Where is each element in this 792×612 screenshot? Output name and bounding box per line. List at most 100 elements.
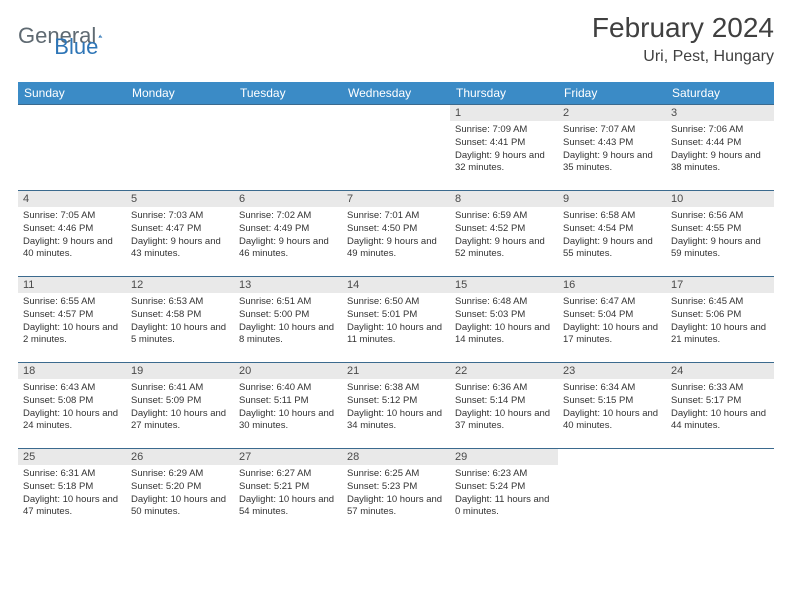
day-details: Sunrise: 6:45 AMSunset: 5:06 PMDaylight:… — [666, 293, 774, 349]
day-number: 1 — [450, 105, 558, 121]
day-number: 3 — [666, 105, 774, 121]
calendar-cell: 20Sunrise: 6:40 AMSunset: 5:11 PMDayligh… — [234, 363, 342, 449]
weekday-header-row: SundayMondayTuesdayWednesdayThursdayFrid… — [18, 82, 774, 105]
day-number: 5 — [126, 191, 234, 207]
calendar-cell: 3Sunrise: 7:06 AMSunset: 4:44 PMDaylight… — [666, 105, 774, 191]
calendar-cell: 25Sunrise: 6:31 AMSunset: 5:18 PMDayligh… — [18, 449, 126, 535]
day-number: 13 — [234, 277, 342, 293]
day-details: Sunrise: 6:50 AMSunset: 5:01 PMDaylight:… — [342, 293, 450, 349]
calendar-cell: 4Sunrise: 7:05 AMSunset: 4:46 PMDaylight… — [18, 191, 126, 277]
day-details: Sunrise: 6:53 AMSunset: 4:58 PMDaylight:… — [126, 293, 234, 349]
day-details: Sunrise: 7:05 AMSunset: 4:46 PMDaylight:… — [18, 207, 126, 263]
day-details: Sunrise: 6:23 AMSunset: 5:24 PMDaylight:… — [450, 465, 558, 521]
calendar-cell: 15Sunrise: 6:48 AMSunset: 5:03 PMDayligh… — [450, 277, 558, 363]
day-number: 27 — [234, 449, 342, 465]
calendar-body: 1Sunrise: 7:09 AMSunset: 4:41 PMDaylight… — [18, 105, 774, 535]
calendar-cell: 2Sunrise: 7:07 AMSunset: 4:43 PMDaylight… — [558, 105, 666, 191]
calendar-cell: 29Sunrise: 6:23 AMSunset: 5:24 PMDayligh… — [450, 449, 558, 535]
day-details: Sunrise: 6:25 AMSunset: 5:23 PMDaylight:… — [342, 465, 450, 521]
day-details: Sunrise: 6:59 AMSunset: 4:52 PMDaylight:… — [450, 207, 558, 263]
day-details: Sunrise: 6:40 AMSunset: 5:11 PMDaylight:… — [234, 379, 342, 435]
weekday-header: Saturday — [666, 82, 774, 105]
calendar-cell: 22Sunrise: 6:36 AMSunset: 5:14 PMDayligh… — [450, 363, 558, 449]
day-details: Sunrise: 7:06 AMSunset: 4:44 PMDaylight:… — [666, 121, 774, 177]
calendar-cell: 26Sunrise: 6:29 AMSunset: 5:20 PMDayligh… — [126, 449, 234, 535]
calendar-cell — [558, 449, 666, 535]
calendar-table: SundayMondayTuesdayWednesdayThursdayFrid… — [18, 82, 774, 535]
calendar-row: 1Sunrise: 7:09 AMSunset: 4:41 PMDaylight… — [18, 105, 774, 191]
day-number: 7 — [342, 191, 450, 207]
day-details: Sunrise: 7:03 AMSunset: 4:47 PMDaylight:… — [126, 207, 234, 263]
weekday-header: Tuesday — [234, 82, 342, 105]
month-title: February 2024 — [592, 12, 774, 44]
day-number: 24 — [666, 363, 774, 379]
calendar-cell: 21Sunrise: 6:38 AMSunset: 5:12 PMDayligh… — [342, 363, 450, 449]
day-number: 17 — [666, 277, 774, 293]
logo-sail-icon — [98, 27, 103, 45]
day-details: Sunrise: 6:38 AMSunset: 5:12 PMDaylight:… — [342, 379, 450, 435]
day-details: Sunrise: 6:34 AMSunset: 5:15 PMDaylight:… — [558, 379, 666, 435]
day-number: 11 — [18, 277, 126, 293]
day-details: Sunrise: 6:29 AMSunset: 5:20 PMDaylight:… — [126, 465, 234, 521]
day-number: 22 — [450, 363, 558, 379]
day-number: 23 — [558, 363, 666, 379]
calendar-row: 18Sunrise: 6:43 AMSunset: 5:08 PMDayligh… — [18, 363, 774, 449]
calendar-cell: 8Sunrise: 6:59 AMSunset: 4:52 PMDaylight… — [450, 191, 558, 277]
day-number: 15 — [450, 277, 558, 293]
day-number: 19 — [126, 363, 234, 379]
day-number: 20 — [234, 363, 342, 379]
day-number: 26 — [126, 449, 234, 465]
day-number: 29 — [450, 449, 558, 465]
calendar-cell — [342, 105, 450, 191]
day-details: Sunrise: 6:43 AMSunset: 5:08 PMDaylight:… — [18, 379, 126, 435]
calendar-cell: 9Sunrise: 6:58 AMSunset: 4:54 PMDaylight… — [558, 191, 666, 277]
day-details: Sunrise: 6:58 AMSunset: 4:54 PMDaylight:… — [558, 207, 666, 263]
weekday-header: Monday — [126, 82, 234, 105]
day-number: 4 — [18, 191, 126, 207]
day-number: 21 — [342, 363, 450, 379]
day-details: Sunrise: 7:07 AMSunset: 4:43 PMDaylight:… — [558, 121, 666, 177]
calendar-row: 4Sunrise: 7:05 AMSunset: 4:46 PMDaylight… — [18, 191, 774, 277]
day-number: 2 — [558, 105, 666, 121]
calendar-cell: 1Sunrise: 7:09 AMSunset: 4:41 PMDaylight… — [450, 105, 558, 191]
day-number: 14 — [342, 277, 450, 293]
calendar-cell: 12Sunrise: 6:53 AMSunset: 4:58 PMDayligh… — [126, 277, 234, 363]
day-number: 9 — [558, 191, 666, 207]
day-number: 18 — [18, 363, 126, 379]
calendar-cell — [126, 105, 234, 191]
weekday-header: Friday — [558, 82, 666, 105]
calendar-cell: 16Sunrise: 6:47 AMSunset: 5:04 PMDayligh… — [558, 277, 666, 363]
logo-text-blue: Blue — [54, 34, 98, 60]
day-number: 16 — [558, 277, 666, 293]
calendar-cell: 13Sunrise: 6:51 AMSunset: 5:00 PMDayligh… — [234, 277, 342, 363]
day-details: Sunrise: 6:56 AMSunset: 4:55 PMDaylight:… — [666, 207, 774, 263]
day-details: Sunrise: 7:09 AMSunset: 4:41 PMDaylight:… — [450, 121, 558, 177]
day-details: Sunrise: 7:02 AMSunset: 4:49 PMDaylight:… — [234, 207, 342, 263]
day-details: Sunrise: 6:47 AMSunset: 5:04 PMDaylight:… — [558, 293, 666, 349]
day-details: Sunrise: 6:31 AMSunset: 5:18 PMDaylight:… — [18, 465, 126, 521]
calendar-cell: 14Sunrise: 6:50 AMSunset: 5:01 PMDayligh… — [342, 277, 450, 363]
day-details: Sunrise: 6:51 AMSunset: 5:00 PMDaylight:… — [234, 293, 342, 349]
day-details: Sunrise: 7:01 AMSunset: 4:50 PMDaylight:… — [342, 207, 450, 263]
calendar-row: 11Sunrise: 6:55 AMSunset: 4:57 PMDayligh… — [18, 277, 774, 363]
day-number: 8 — [450, 191, 558, 207]
calendar-cell: 11Sunrise: 6:55 AMSunset: 4:57 PMDayligh… — [18, 277, 126, 363]
calendar-cell: 23Sunrise: 6:34 AMSunset: 5:15 PMDayligh… — [558, 363, 666, 449]
location: Uri, Pest, Hungary — [592, 48, 774, 66]
header: General Blue February 2024 Uri, Pest, Hu… — [18, 12, 774, 66]
logo: General Blue — [18, 12, 98, 60]
calendar-cell — [234, 105, 342, 191]
weekday-header: Sunday — [18, 82, 126, 105]
title-block: February 2024 Uri, Pest, Hungary — [592, 12, 774, 66]
day-details: Sunrise: 6:41 AMSunset: 5:09 PMDaylight:… — [126, 379, 234, 435]
calendar-cell: 10Sunrise: 6:56 AMSunset: 4:55 PMDayligh… — [666, 191, 774, 277]
day-number: 28 — [342, 449, 450, 465]
weekday-header: Wednesday — [342, 82, 450, 105]
calendar-cell: 24Sunrise: 6:33 AMSunset: 5:17 PMDayligh… — [666, 363, 774, 449]
day-number: 10 — [666, 191, 774, 207]
weekday-header: Thursday — [450, 82, 558, 105]
day-details: Sunrise: 6:55 AMSunset: 4:57 PMDaylight:… — [18, 293, 126, 349]
calendar-cell: 18Sunrise: 6:43 AMSunset: 5:08 PMDayligh… — [18, 363, 126, 449]
calendar-cell — [18, 105, 126, 191]
day-number: 6 — [234, 191, 342, 207]
